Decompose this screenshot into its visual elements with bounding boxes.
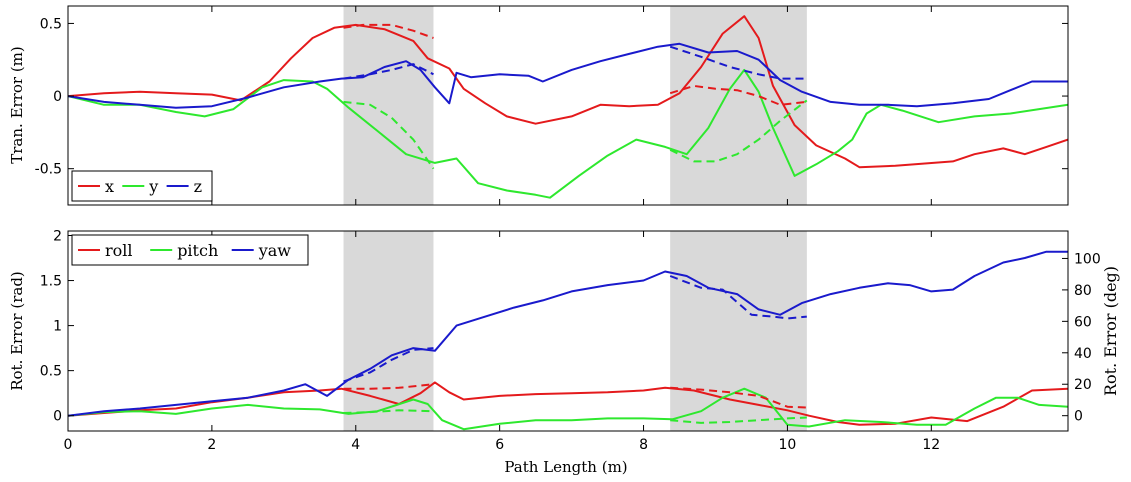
top-series-z-dashed-8: [669, 45, 807, 80]
bottom-legend-label-roll: roll: [105, 241, 133, 260]
bottom-ytick-right-label-4: 80: [1074, 283, 1092, 299]
bottom-axes-frame: [67, 230, 1069, 432]
top-series-x-dashed-6: [669, 84, 807, 106]
bottom-ytick-label-1: 0.5: [40, 364, 62, 380]
bottom-ytick-label-4: 2: [53, 229, 62, 245]
top-ytick-label-1: 0: [53, 89, 62, 105]
xaxis-label: Path Length (m): [504, 458, 627, 476]
bottom-series-roll-solid-0: [68, 381, 1068, 426]
bottom-ytick-label-0: 0: [53, 409, 62, 425]
bottom-ytick-label-3: 1.5: [40, 274, 62, 290]
bottom-series-pitch-dashed-7: [670, 416, 807, 424]
top-ylabel: Tran. Error (m): [8, 46, 26, 164]
top-shaded-region-0: [343, 6, 434, 205]
xtick-label-1: 2: [207, 437, 216, 453]
top-axes-frame: [67, 5, 1069, 206]
bottom-ytick-right-label-3: 60: [1074, 314, 1092, 330]
bottom-shaded-region-1: [670, 231, 807, 431]
bottom-legend-label-yaw: yaw: [258, 241, 292, 260]
top-series-x-solid-0: [68, 15, 1068, 169]
bottom-series-roll-dashed-3: [343, 383, 434, 390]
bottom-ytick-label-2: 1: [53, 319, 62, 335]
top-legend: x y z: [71, 170, 213, 202]
translation-error-panel: 0.5 0 -0.5 x y z: [35, 5, 1069, 206]
top-series-x-dashed-3: [343, 23, 434, 39]
bottom-ylabel: Rot. Error (rad): [8, 271, 26, 391]
top-shaded-region-1: [670, 6, 807, 205]
top-ytick-label-0: 0.5: [40, 16, 62, 32]
xtick-label-6: 12: [922, 437, 940, 453]
top-series-z-dashed-5: [343, 63, 434, 80]
top-series-z-solid-2: [68, 42, 1068, 109]
xtick-label-0: 0: [64, 437, 73, 453]
bottom-series-yaw-dashed-5: [343, 347, 434, 383]
bottom-shaded-region-0: [343, 231, 434, 431]
top-legend-label-x: x: [105, 177, 114, 196]
bottom-ytick-right-label-2: 40: [1074, 346, 1092, 362]
xtick-label-4: 8: [639, 437, 648, 453]
bottom-legend: roll pitch yaw: [71, 234, 309, 266]
bottom-ytick-right-label-5: 100: [1074, 251, 1101, 267]
top-series-y-solid-1: [68, 68, 1068, 199]
bottom-series-yaw-solid-2: [68, 250, 1068, 417]
xtick-label-3: 6: [495, 437, 504, 453]
top-series-y-dashed-7: [669, 99, 808, 163]
xtick-label-2: 4: [351, 437, 360, 453]
bottom-ytick-right-label-1: 20: [1074, 377, 1092, 393]
bottom-series-yaw-dashed-8: [669, 275, 807, 320]
top-legend-label-z: z: [194, 177, 202, 196]
bottom-legend-label-pitch: pitch: [177, 241, 218, 260]
bottom-ytick-right-label-0: 0: [1074, 409, 1083, 425]
bottom-series-pitch-solid-1: [68, 387, 1068, 431]
bottom-ylabel-right: Rot. Error (deg): [1101, 266, 1120, 396]
top-ytick-label-2: -0.5: [35, 162, 62, 178]
xtick-label-5: 10: [779, 437, 797, 453]
bottom-series-pitch-dashed-4: [343, 409, 434, 414]
top-series-y-dashed-4: [343, 100, 435, 170]
bottom-series-roll-dashed-6: [670, 386, 807, 409]
bottom-legend-box: [71, 234, 309, 266]
top-legend-label-y: y: [148, 177, 158, 196]
